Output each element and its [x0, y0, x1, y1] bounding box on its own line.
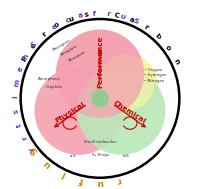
Circle shape [77, 67, 165, 155]
Text: o: o [30, 42, 38, 50]
Text: r: r [21, 135, 28, 140]
Text: Small molecules: Small molecules [84, 140, 116, 144]
Text: r: r [107, 11, 111, 17]
Circle shape [91, 53, 158, 120]
Text: Micropore: Micropore [68, 50, 87, 63]
Circle shape [56, 30, 144, 118]
Circle shape [91, 90, 109, 107]
Text: C: C [30, 41, 38, 49]
Text: Chemical: Chemical [112, 100, 146, 125]
Circle shape [21, 19, 179, 178]
Circle shape [35, 67, 123, 155]
Text: e: e [51, 23, 59, 30]
Text: P: P [21, 55, 29, 62]
Text: a: a [78, 12, 84, 19]
Text: Physical: Physical [54, 101, 86, 124]
Text: Mesopore: Mesopore [60, 44, 78, 57]
Text: b-S: b-S [123, 154, 130, 158]
Text: r: r [41, 31, 48, 38]
Text: b: b [154, 33, 162, 40]
Text: e: e [17, 66, 24, 73]
Text: n: n [172, 58, 180, 65]
Text: S: S [28, 145, 40, 155]
Text: o: o [164, 44, 172, 52]
Text: • Nitrogen: • Nitrogen [144, 79, 164, 83]
Circle shape [56, 30, 144, 118]
Text: Amorphous: Amorphous [38, 77, 60, 81]
Text: h: h [22, 53, 30, 60]
Text: l: l [60, 169, 67, 178]
Text: Macropore: Macropore [51, 39, 71, 52]
Text: c: c [64, 17, 71, 24]
Text: u: u [119, 13, 126, 20]
Text: • Hydrogen: • Hydrogen [144, 74, 167, 77]
Text: Graphite: Graphite [46, 85, 63, 89]
Text: u: u [97, 178, 103, 187]
Text: u: u [68, 15, 75, 22]
Text: • Oxygen: • Oxygen [144, 68, 163, 72]
Text: r: r [142, 23, 149, 30]
Text: r: r [116, 175, 122, 185]
Text: S₈ Rings: S₈ Rings [92, 153, 108, 157]
Text: f: f [93, 11, 97, 17]
Text: i: i [12, 96, 18, 98]
Text: a-S: a-S [70, 154, 77, 158]
Text: t: t [16, 122, 23, 127]
Text: o: o [53, 22, 61, 29]
Text: S: S [132, 18, 139, 26]
Text: Performance: Performance [97, 35, 103, 88]
Text: a: a [128, 16, 135, 24]
Text: m: m [13, 79, 20, 87]
Circle shape [98, 54, 155, 111]
Text: y: y [29, 146, 36, 153]
Text: s: s [13, 108, 20, 114]
Text: s: s [83, 12, 89, 18]
Text: C: C [114, 12, 120, 19]
Text: u: u [42, 158, 53, 169]
Text: f: f [78, 175, 84, 185]
